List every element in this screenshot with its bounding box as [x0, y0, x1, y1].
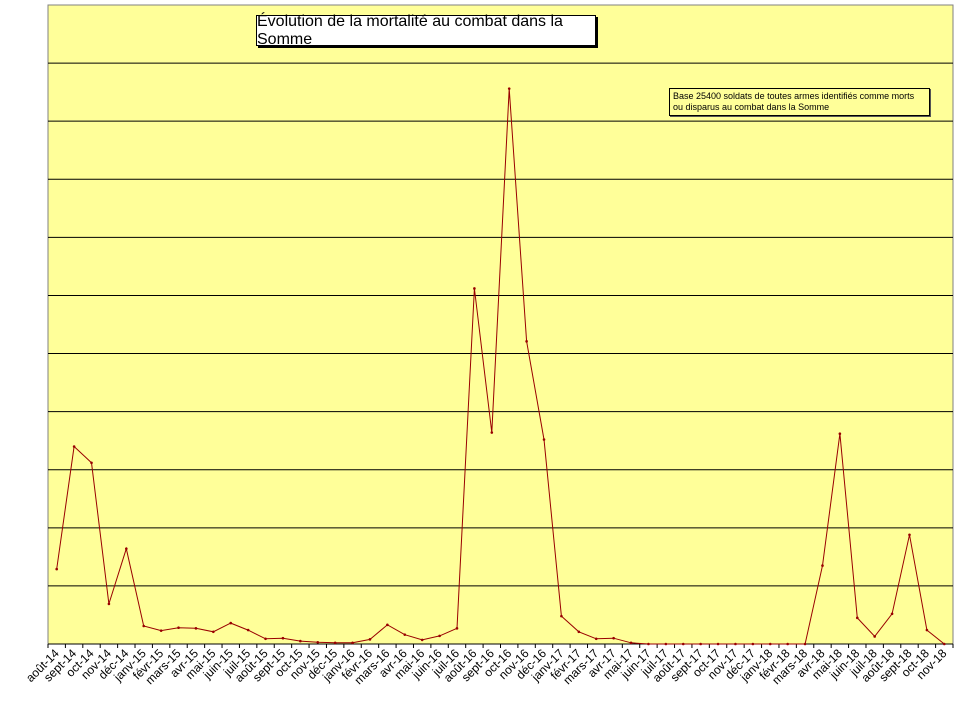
data-point [72, 445, 76, 448]
annotation-note: Base 25400 soldats de toutes armes ident… [669, 88, 930, 116]
data-point [942, 642, 946, 646]
data-point [316, 640, 320, 644]
data-point [299, 639, 302, 643]
data-point [455, 627, 459, 630]
data-point [212, 630, 215, 634]
data-point [490, 431, 494, 434]
data-point [594, 637, 598, 641]
data-point [925, 628, 929, 632]
data-point [403, 633, 407, 637]
data-point [664, 642, 668, 646]
data-point [525, 340, 528, 343]
data-point [681, 642, 685, 646]
data-point [438, 634, 441, 638]
grid-lines [48, 62, 953, 587]
data-point [908, 533, 911, 537]
data-point [873, 635, 876, 638]
data-point [264, 637, 267, 641]
data-point [560, 614, 563, 618]
data-point [803, 642, 807, 646]
data-point [507, 87, 511, 90]
data-point [194, 627, 198, 630]
data-point [734, 642, 737, 646]
data-point [246, 628, 250, 632]
data-point [368, 638, 372, 641]
data-point [420, 638, 424, 642]
data-point [768, 642, 772, 646]
data-point [473, 287, 476, 290]
x-tick-labels: août-14sept-14oct-14nov-14déc-14janv-15f… [23, 646, 949, 687]
data-point [281, 636, 285, 640]
data-point [177, 626, 180, 630]
data-point [351, 641, 354, 645]
data-point [229, 621, 233, 625]
data-point [55, 567, 59, 571]
data-point [612, 636, 615, 640]
data-point [107, 602, 111, 606]
series-polyline [56, 88, 945, 645]
series-line [55, 87, 946, 646]
data-point [716, 642, 720, 646]
data-point [629, 641, 633, 645]
data-point [125, 547, 128, 551]
chart-title: Évolution de la mortalité au combat dans… [256, 13, 596, 48]
data-point [577, 630, 581, 634]
data-point [786, 642, 789, 646]
data-point [386, 623, 389, 627]
data-point [333, 641, 337, 645]
data-point [159, 629, 163, 632]
data-point [838, 432, 842, 436]
data-point [142, 624, 146, 628]
data-point [90, 461, 93, 465]
data-point [542, 438, 546, 441]
data-point [890, 612, 894, 616]
data-point [699, 642, 702, 646]
data-point [855, 616, 859, 620]
data-point [647, 642, 650, 646]
data-point [751, 642, 755, 646]
data-point [821, 564, 824, 567]
